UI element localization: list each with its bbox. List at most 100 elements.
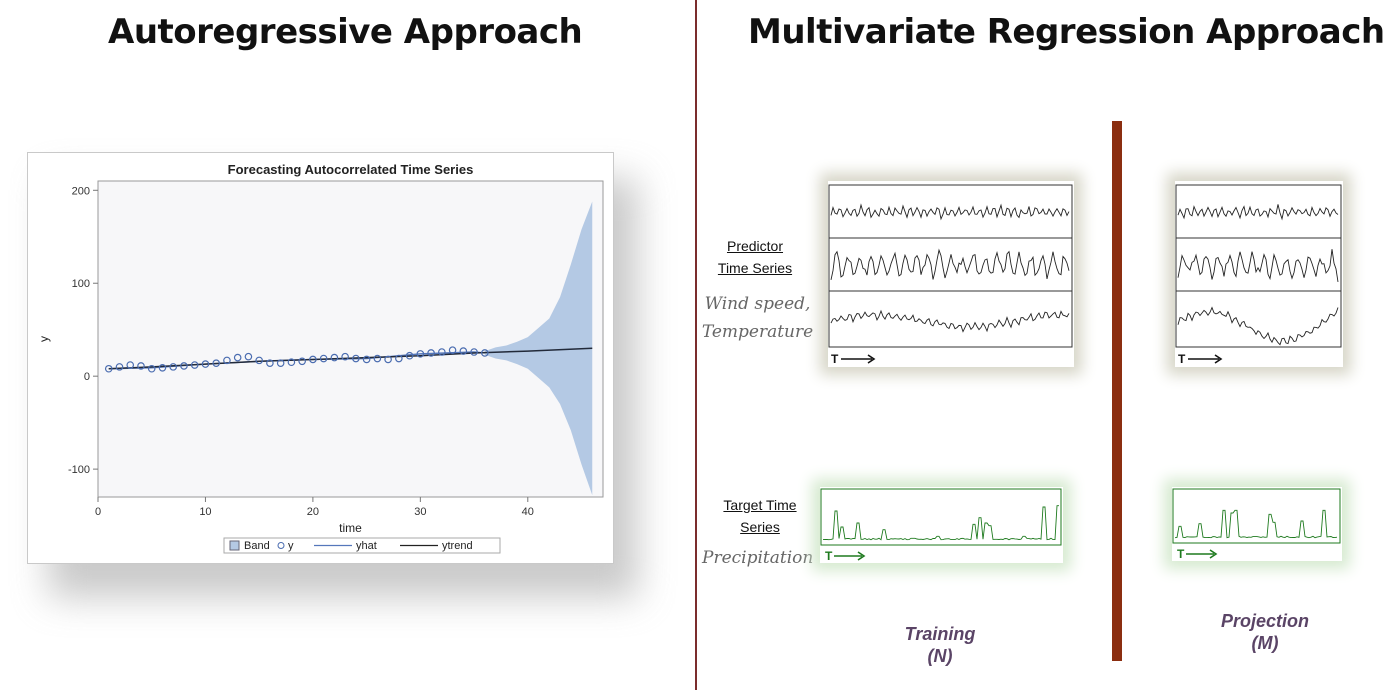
x-tick-label: 10 <box>199 506 211 518</box>
legend-label: y <box>288 540 294 552</box>
legend-label: ytrend <box>442 540 473 552</box>
y-tick-label: 200 <box>72 185 90 197</box>
predictor-variable-2: Temperature <box>701 322 814 342</box>
left-title: Autoregressive Approach <box>108 12 583 52</box>
data-point-y <box>169 363 178 371</box>
time-arrow-head <box>867 354 876 364</box>
time-axis-label: T <box>831 352 839 366</box>
target-label-line2: Series <box>740 519 780 535</box>
chart-panel: Forecasting Autocorrelated Time Series -1… <box>27 152 614 564</box>
target-series <box>1174 509 1338 539</box>
y-tick-label: 0 <box>84 371 90 383</box>
data-point-y <box>341 352 349 361</box>
y-axis-label: y <box>37 336 51 342</box>
data-point-y <box>201 360 210 368</box>
data-point-y <box>427 349 435 357</box>
time-arrow-head <box>857 551 866 561</box>
forecast-chart: Forecasting Autocorrelated Time Series -1… <box>37 162 604 554</box>
data-point-y <box>384 355 392 364</box>
series-band <box>484 201 593 496</box>
data-point-y <box>126 361 135 369</box>
predictor-variables: Wind speed, Temperature <box>700 290 815 346</box>
data-point-y <box>405 351 414 360</box>
predictor-variable-1: Wind speed, <box>704 294 811 314</box>
time-axis-label: T <box>1178 352 1186 366</box>
training-label: Training (N) <box>880 623 1000 667</box>
data-point-y <box>416 350 425 358</box>
training-label-line2: (N) <box>927 646 953 666</box>
target-label: Target Time Series <box>700 494 820 538</box>
projection-label-line1: Projection <box>1220 611 1309 631</box>
projection-predictor-panel: T <box>1175 181 1343 367</box>
time-arrow-head <box>1214 354 1223 364</box>
training-predictor-panel: T <box>828 181 1074 367</box>
data-point-y <box>470 348 478 356</box>
data-point-y <box>276 359 285 367</box>
predictor-series-2 <box>830 248 1070 280</box>
time-axis-label: T <box>1177 547 1185 561</box>
target-variable: Precipitation <box>702 548 814 568</box>
time-axis-label: T <box>825 549 833 563</box>
projection-label-line2: (M) <box>1251 633 1279 653</box>
target-frame <box>1172 488 1341 544</box>
series-ytrend <box>108 347 593 370</box>
target-label-line1: Target Time <box>723 497 797 513</box>
predictor-series-1 <box>830 203 1070 221</box>
data-point-y <box>319 354 328 363</box>
data-point-y <box>158 364 167 372</box>
plot-area <box>97 180 604 498</box>
training-target-plot: T <box>820 488 1062 563</box>
y-tick-label: 100 <box>72 278 90 290</box>
data-point-y <box>330 353 339 362</box>
predictor-label-line1: Predictor <box>726 238 784 254</box>
data-point-y <box>244 352 253 361</box>
x-tick-label: 40 <box>522 506 534 518</box>
predictor-series-3 <box>1177 306 1339 346</box>
section-divider <box>695 0 697 690</box>
data-point-y <box>481 349 489 357</box>
predictor-label-line2: Time Series <box>717 260 793 276</box>
legend-box <box>223 537 501 554</box>
projection-predictor-plot: T <box>1175 184 1342 366</box>
data-point-y <box>373 354 382 363</box>
legend-swatch-band <box>229 540 240 551</box>
data-point-y <box>309 355 317 364</box>
target-series <box>822 505 1059 541</box>
training-predictor-plot: T <box>828 184 1073 366</box>
predictor-frame <box>828 184 1073 348</box>
x-tick-label: 0 <box>95 506 101 518</box>
data-point-y <box>448 346 457 354</box>
data-point-y <box>298 357 306 366</box>
legend-label: yhat <box>356 540 377 552</box>
projection-label: Projection (M) <box>1205 610 1325 654</box>
data-point-y <box>438 348 446 356</box>
y-tick-label: -100 <box>68 464 90 476</box>
x-axis-label: time <box>339 521 362 535</box>
data-point-y <box>287 358 296 367</box>
data-point-y <box>255 356 263 365</box>
training-label-line1: Training <box>904 624 976 644</box>
data-point-y <box>180 362 188 370</box>
legend-label: Band <box>244 540 270 552</box>
data-point-y <box>459 347 468 355</box>
data-point-y <box>266 359 274 367</box>
data-point-y <box>223 356 231 365</box>
projection-target-plot: T <box>1172 488 1341 561</box>
chart-title: Forecasting Autocorrelated Time Series <box>228 162 474 177</box>
predictor-series-2 <box>1177 249 1339 282</box>
data-point-y <box>395 354 403 363</box>
training-target-panel: T <box>820 487 1063 563</box>
data-point-y <box>352 354 360 363</box>
data-point-y <box>233 353 242 362</box>
x-tick-label: 30 <box>414 506 426 518</box>
data-point-y <box>190 361 199 369</box>
predictor-series-1 <box>1177 204 1339 221</box>
predictor-series-3 <box>830 309 1070 333</box>
split-bar <box>1112 121 1122 661</box>
predictor-label: Predictor Time Series <box>700 235 810 279</box>
data-point-y <box>212 359 220 367</box>
time-arrow-head <box>1209 549 1218 559</box>
data-point-y <box>147 364 156 373</box>
right-title: Multivariate Regression Approach <box>748 12 1385 52</box>
x-tick-label: 20 <box>307 506 319 518</box>
